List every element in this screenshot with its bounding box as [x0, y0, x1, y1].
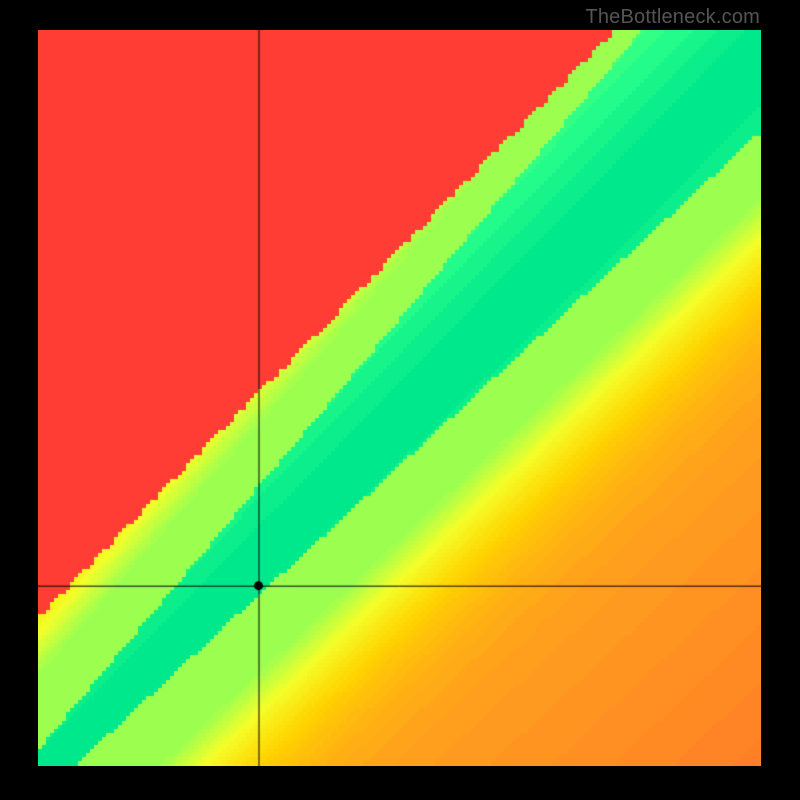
bottleneck-heatmap	[38, 30, 761, 766]
watermark-text: TheBottleneck.com	[585, 6, 760, 29]
